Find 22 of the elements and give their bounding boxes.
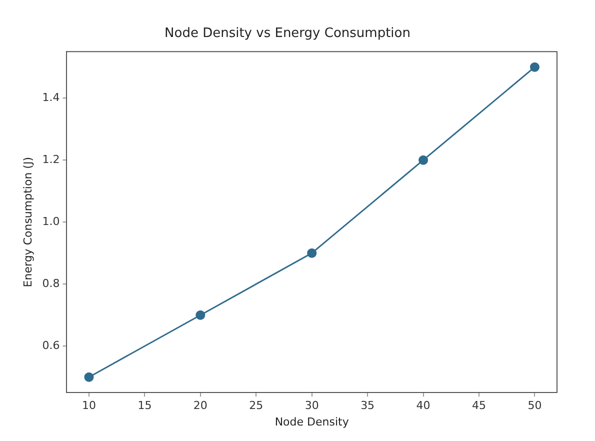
point [307, 248, 317, 258]
x-tick-label: 40 [416, 399, 430, 412]
y-tick-label: 1.2 [42, 152, 60, 166]
point [418, 155, 428, 165]
x-tick-label: 50 [528, 399, 542, 412]
x-tick-label: 30 [304, 399, 319, 412]
x-tick-label: 45 [472, 399, 486, 412]
point [196, 310, 206, 320]
y-tick-label: 0.6 [42, 338, 60, 352]
x-tick-label: 10 [82, 399, 96, 412]
x-tick-label: 35 [360, 399, 375, 412]
x-tick-label: 15 [138, 399, 152, 412]
y-tick-label: 1.4 [42, 90, 60, 104]
chart-title: Node Density vs Energy Consumption [164, 26, 410, 42]
point [530, 62, 540, 72]
point [84, 372, 94, 382]
x-axis-title: Node Density [274, 415, 350, 428]
y-tick-label: 1.0 [42, 214, 60, 228]
y-axis-title: Energy Consumption (J) [21, 157, 34, 288]
y-tick-label: 0.8 [42, 276, 60, 290]
x-tick-label: 25 [249, 399, 264, 412]
x-tick-label: 20 [193, 399, 208, 412]
